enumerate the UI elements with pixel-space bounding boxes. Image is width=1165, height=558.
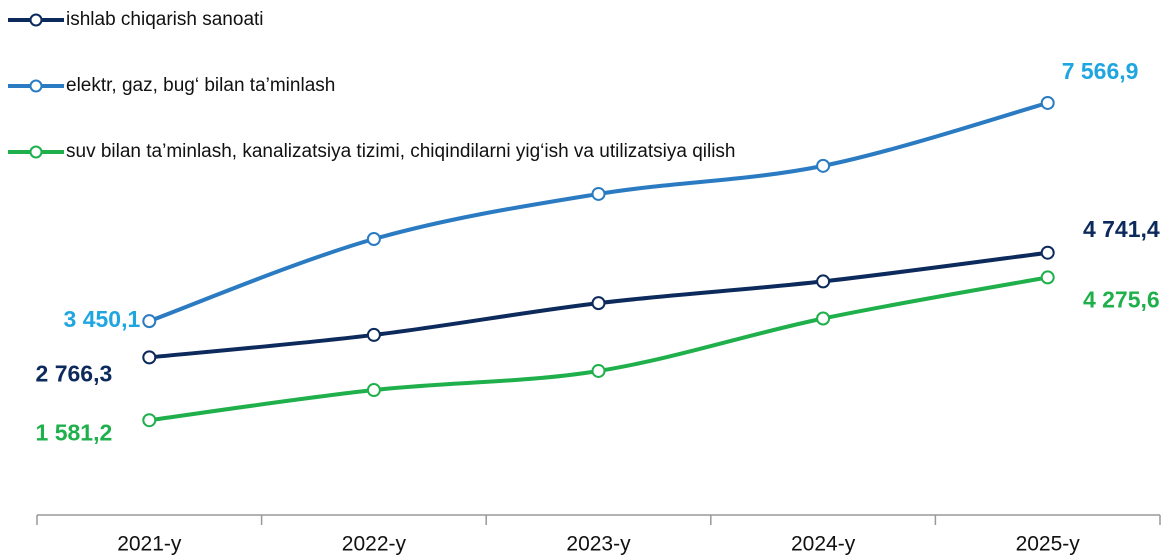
- legend-item: elektr, gaz, bug‘ bilan ta’minlash: [8, 72, 768, 100]
- x-tick-label: 2024-y: [791, 533, 856, 556]
- value-label: 1 581,2: [36, 419, 113, 445]
- legend-marker: [29, 79, 43, 93]
- value-label: 3 450,1: [64, 306, 141, 332]
- x-tick-label: 2025-y: [1016, 533, 1081, 556]
- x-tick-label: 2023-y: [566, 533, 631, 556]
- legend-item: suv bilan ta’minlash, kanalizatsiya tizi…: [8, 138, 768, 166]
- point: [366, 232, 381, 246]
- legend-marker: [29, 145, 43, 159]
- value-label: 4 275,6: [1083, 286, 1160, 312]
- legend-icon: [8, 145, 64, 159]
- point: [816, 158, 831, 173]
- point: [816, 311, 831, 326]
- x-tick-label: 2021-y: [117, 533, 182, 556]
- legend-icon: [8, 79, 64, 93]
- x-tick-label: 2022-y: [342, 533, 407, 556]
- point: [142, 413, 157, 428]
- point: [366, 383, 381, 398]
- point: [142, 350, 157, 365]
- point: [816, 274, 831, 289]
- value-label: 4 741,4: [1083, 216, 1160, 242]
- value-label: 2 766,3: [36, 360, 113, 386]
- point: [366, 327, 381, 342]
- legend-label: elektr, gaz, bug‘ bilan ta’minlash: [66, 75, 336, 96]
- legend-icon: [8, 13, 64, 27]
- legend: ishlab chiqarish sanoati elektr, gaz, bug…: [8, 6, 768, 204]
- point: [591, 296, 606, 311]
- point: [1040, 95, 1055, 110]
- point: [591, 363, 606, 378]
- value-label: 7 566,9: [1062, 58, 1139, 84]
- point: [142, 314, 157, 329]
- point: [1040, 245, 1055, 260]
- legend-item: ishlab chiqarish sanoati: [8, 6, 768, 34]
- point: [1040, 270, 1055, 285]
- point: [591, 186, 606, 201]
- legend-label: suv bilan ta’minlash, kanalizatsiya tizi…: [66, 141, 736, 162]
- legend-marker: [29, 13, 43, 27]
- legend-label: ishlab chiqarish sanoati: [66, 9, 264, 30]
